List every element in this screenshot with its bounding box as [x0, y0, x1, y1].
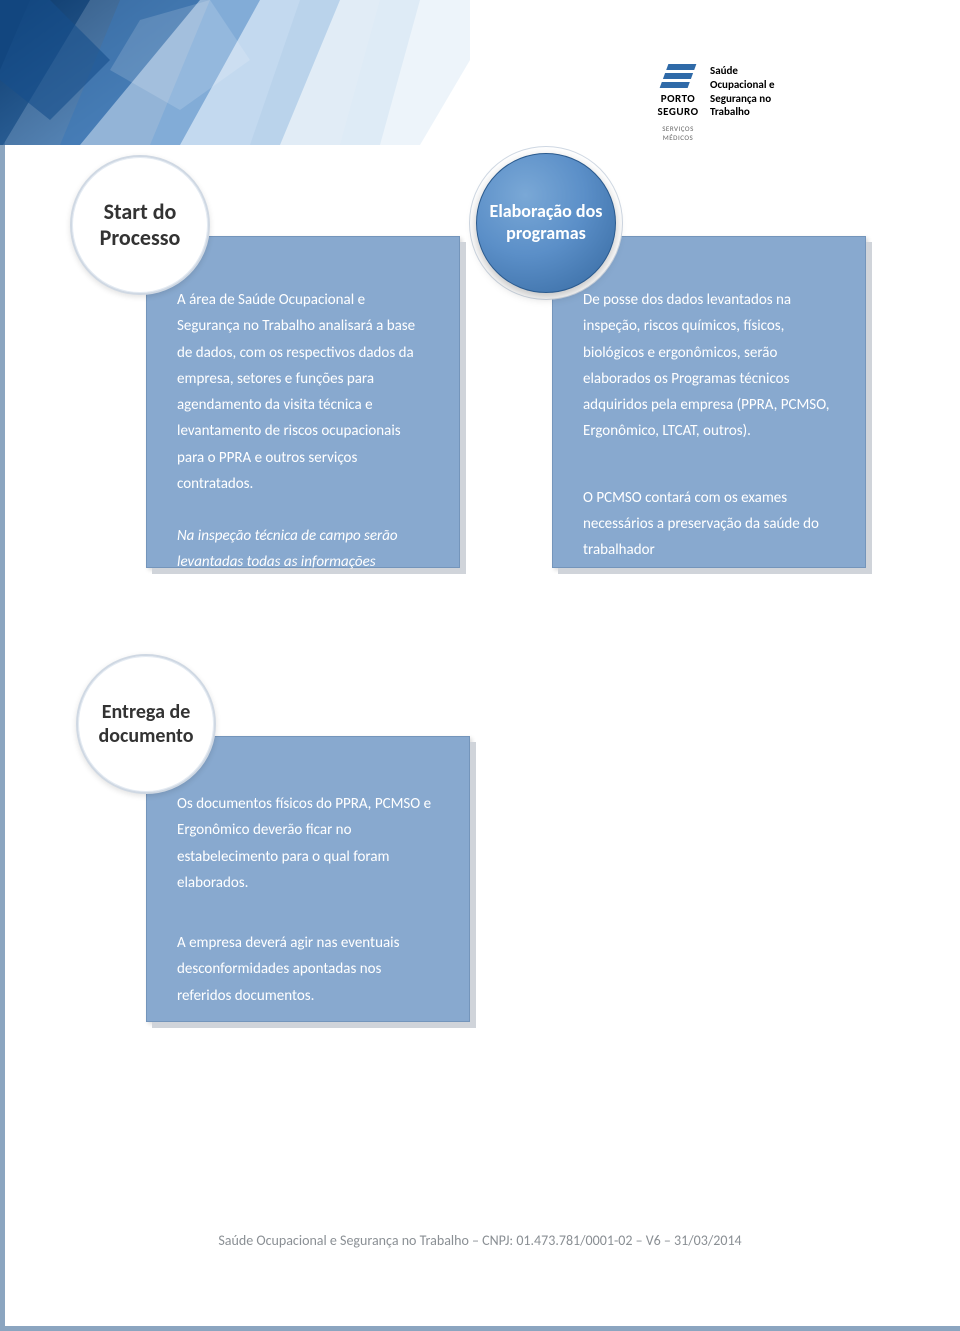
badge-start-label: Start do Processo — [84, 199, 196, 252]
porto-seguro-icon — [660, 64, 697, 88]
header-corner-graphic — [0, 0, 470, 145]
card-start-processo: A área de Saúde Ocupacional e Segurança … — [146, 236, 460, 568]
logo-line3: Segurança no — [710, 92, 775, 106]
logo-mark: PORTO SEGURO SERVIÇOS MÉDICOS — [656, 64, 700, 142]
badge-start-processo: Start do Processo — [70, 155, 210, 295]
logo-line4: Trabalho — [710, 105, 775, 119]
footer-text: Saúde Ocupacional e Segurança no Trabalh… — [0, 1232, 960, 1249]
badge-entrega-documento: Entrega de documento — [76, 654, 216, 794]
badge-entrega-label: Entrega de documento — [90, 700, 202, 748]
logo-servicos: SERVIÇOS MÉDICOS — [656, 124, 700, 142]
logo-seguro: SEGURO — [656, 105, 700, 118]
card-entrega: Os documentos físicos do PPRA, PCMSO e E… — [146, 736, 470, 1022]
card-entrega-p1: Os documentos físicos do PPRA, PCMSO e E… — [177, 791, 439, 896]
card-start-p1: A área de Saúde Ocupacional e Segurança … — [177, 287, 429, 497]
card-elaboracao: De posse dos dados levantados na inspeçã… — [552, 236, 866, 568]
badge-elaboracao-programas: Elaboração dos programas — [476, 153, 616, 293]
card-elab-p2: O PCMSO contará com os exames necessário… — [583, 485, 835, 564]
logo-line1: Saúde — [710, 64, 775, 78]
card-start-p2: Na inspeção técnica de campo serão levan… — [177, 523, 429, 628]
card-entrega-p2: A empresa deverá agir nas eventuais desc… — [177, 930, 439, 1009]
card-elab-p1: De posse dos dados levantados na inspeçã… — [583, 287, 835, 445]
logo-porto: PORTO — [656, 92, 700, 105]
logo-block: PORTO SEGURO SERVIÇOS MÉDICOS Saúde Ocup… — [656, 64, 856, 142]
badge-elaboracao-label: Elaboração dos programas — [489, 201, 603, 244]
logo-tagline: Saúde Ocupacional e Segurança no Trabalh… — [710, 64, 775, 119]
logo-line2: Ocupacional e — [710, 78, 775, 92]
left-accent-bar — [0, 0, 5, 1331]
footer-accent-bar — [0, 1326, 960, 1331]
